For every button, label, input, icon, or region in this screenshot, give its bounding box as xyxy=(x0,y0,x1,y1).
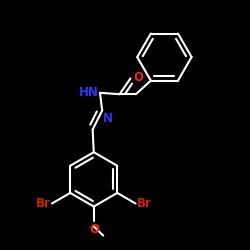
Text: O: O xyxy=(89,223,99,236)
Text: HN: HN xyxy=(79,86,99,99)
Text: O: O xyxy=(133,70,143,84)
Text: Br: Br xyxy=(137,197,152,210)
Text: Br: Br xyxy=(36,197,51,210)
Text: N: N xyxy=(103,112,113,125)
